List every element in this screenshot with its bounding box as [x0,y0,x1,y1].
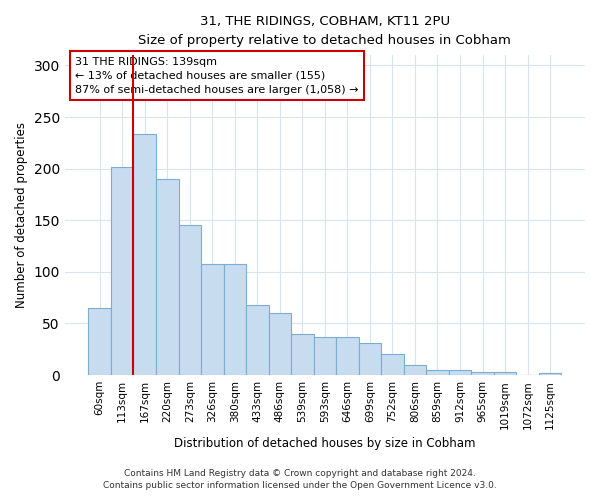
Bar [269,313,291,375]
Bar [449,370,471,375]
Bar [201,264,224,375]
Bar [314,337,336,375]
Bar [336,337,359,375]
Bar [426,370,449,375]
Bar [539,373,562,375]
Bar [224,264,246,375]
Bar [494,372,517,375]
Bar [156,179,179,375]
Bar [111,166,133,375]
Bar [133,134,156,375]
Bar [404,364,426,375]
Bar [88,308,111,375]
Bar [471,372,494,375]
Text: 31 THE RIDINGS: 139sqm
← 13% of detached houses are smaller (155)
87% of semi-de: 31 THE RIDINGS: 139sqm ← 13% of detached… [75,56,359,94]
Bar [179,226,201,375]
Bar [359,343,381,375]
Text: Contains HM Land Registry data © Crown copyright and database right 2024.
Contai: Contains HM Land Registry data © Crown c… [103,468,497,490]
Bar [381,354,404,375]
Bar [246,305,269,375]
Y-axis label: Number of detached properties: Number of detached properties [15,122,28,308]
Title: 31, THE RIDINGS, COBHAM, KT11 2PU
Size of property relative to detached houses i: 31, THE RIDINGS, COBHAM, KT11 2PU Size o… [139,15,511,47]
X-axis label: Distribution of detached houses by size in Cobham: Distribution of detached houses by size … [174,437,476,450]
Bar [291,334,314,375]
